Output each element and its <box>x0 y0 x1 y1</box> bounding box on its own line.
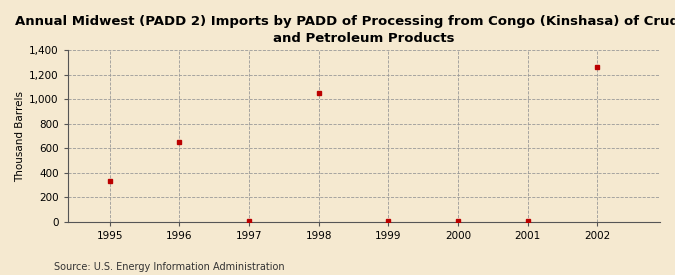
Text: Source: U.S. Energy Information Administration: Source: U.S. Energy Information Administ… <box>54 262 285 271</box>
Y-axis label: Thousand Barrels: Thousand Barrels <box>15 90 25 182</box>
Title: Annual Midwest (PADD 2) Imports by PADD of Processing from Congo (Kinshasa) of C: Annual Midwest (PADD 2) Imports by PADD … <box>15 15 675 45</box>
